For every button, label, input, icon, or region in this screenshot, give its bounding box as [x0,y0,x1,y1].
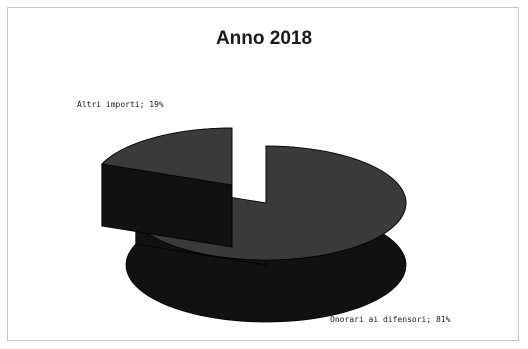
chart-title: Anno 2018 [215,28,313,49]
slice-altri [101,127,233,248]
slice-label-onorari: Onorari ai difensori; 81% [330,315,451,324]
slice-label-altri: Altri importi; 19% [77,100,164,109]
